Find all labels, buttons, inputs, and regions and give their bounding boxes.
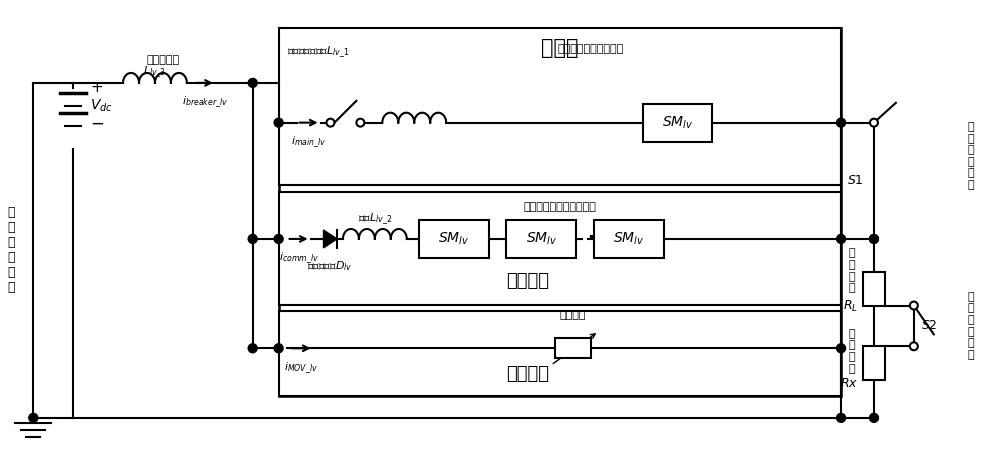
Circle shape [910, 302, 918, 309]
Text: $SM_{lv}$: $SM_{lv}$ [438, 231, 469, 247]
Bar [279, 28, 841, 185]
Bar [863, 346, 885, 380]
Circle shape [870, 235, 878, 243]
Text: $V_{dc}$: $V_{dc}$ [90, 97, 113, 114]
Text: $S1$: $S1$ [847, 174, 864, 187]
Circle shape [869, 234, 878, 244]
Circle shape [837, 234, 846, 244]
Text: $R_L$: $R_L$ [843, 299, 858, 314]
Text: 负
载
电
阻: 负 载 电 阻 [848, 248, 855, 293]
Text: $SM_{lv}$: $SM_{lv}$ [613, 231, 645, 247]
Text: 直
流
稳
压
电
源: 直 流 稳 压 电 源 [8, 207, 15, 294]
Bar [506, 220, 576, 258]
Text: −: − [90, 115, 104, 133]
Circle shape [248, 234, 257, 244]
Circle shape [870, 119, 878, 127]
Circle shape [248, 344, 257, 353]
Circle shape [274, 344, 283, 353]
Text: $L_{lv\_3}$: $L_{lv\_3}$ [143, 64, 167, 80]
Circle shape [274, 234, 283, 244]
Bar [279, 312, 841, 396]
Polygon shape [323, 230, 337, 248]
Text: 串联二极管$D_{lv}$: 串联二极管$D_{lv}$ [307, 259, 353, 273]
Text: 压敏电阻: 压敏电阻 [560, 310, 586, 320]
Bar [419, 220, 489, 258]
Text: 主支路: 主支路 [541, 38, 579, 58]
Text: 转移支路: 转移支路 [506, 271, 549, 290]
Text: $i_{breaker\_lv}$: $i_{breaker\_lv}$ [182, 95, 228, 110]
Circle shape [869, 414, 878, 422]
Text: 主支路低压等效子模块: 主支路低压等效子模块 [558, 44, 624, 54]
Text: $i_{main\_lv}$: $i_{main\_lv}$ [291, 134, 326, 150]
Bar [863, 272, 885, 306]
Circle shape [326, 119, 334, 127]
Circle shape [837, 118, 846, 127]
Text: $SM_{lv}$: $SM_{lv}$ [526, 231, 557, 247]
Text: $S2$: $S2$ [921, 319, 937, 332]
Circle shape [837, 344, 846, 353]
Circle shape [29, 414, 38, 422]
Text: 转移支路低压等效子模块: 转移支路低压等效子模块 [523, 202, 596, 212]
Text: +: + [90, 80, 103, 96]
Bar [643, 104, 712, 142]
Circle shape [248, 79, 257, 87]
Circle shape [837, 414, 846, 422]
Circle shape [274, 118, 283, 127]
Text: ···: ··· [587, 229, 608, 247]
Text: $i_{MOV\_lv}$: $i_{MOV\_lv}$ [284, 360, 318, 376]
Text: 固态继电器电感$L_{lv\_1}$: 固态继电器电感$L_{lv\_1}$ [287, 44, 349, 59]
Text: $SM_{lv}$: $SM_{lv}$ [662, 114, 693, 131]
Text: $Rx$: $Rx$ [840, 377, 858, 389]
Text: 限
流
电
阻: 限 流 电 阻 [848, 329, 855, 374]
Text: 等效电抗器: 等效电抗器 [146, 55, 180, 65]
Text: 电感$L_{lv\_2}$: 电感$L_{lv\_2}$ [358, 212, 392, 227]
Text: 故
障
模
拟
开
关: 故 障 模 拟 开 关 [967, 292, 974, 360]
Bar [279, 28, 841, 396]
Circle shape [910, 342, 918, 350]
Bar [594, 220, 664, 258]
Text: 负
载
投
切
开
关: 负 载 投 切 开 关 [967, 122, 974, 190]
Bar [555, 338, 591, 358]
Text: 耗能支路: 耗能支路 [506, 365, 549, 383]
Text: $i_{comm\_lv}$: $i_{comm\_lv}$ [279, 251, 319, 266]
Circle shape [356, 119, 364, 127]
Bar [279, 192, 841, 304]
